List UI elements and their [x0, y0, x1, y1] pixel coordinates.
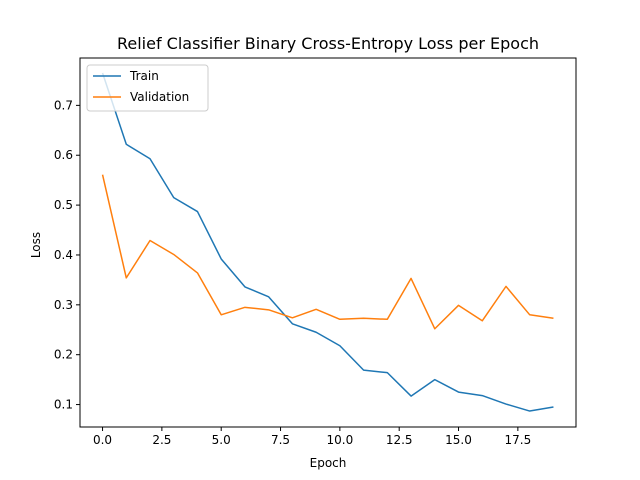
y-axis-label: Loss — [29, 232, 43, 258]
x-tick-label: 2.5 — [152, 433, 171, 447]
y-tick-label: 0.7 — [54, 98, 73, 112]
x-tick-label: 10.0 — [327, 433, 354, 447]
legend: Train Validation — [86, 64, 209, 112]
y-tick-label: 0.6 — [54, 148, 73, 162]
x-tick-label: 17.5 — [504, 433, 531, 447]
x-axis-label: Epoch — [310, 456, 347, 470]
plot-area: 0.0 2.5 5.0 7.5 10.0 12.5 15.0 17.5 0.1 0.2 0.3 0.4… — [54, 57, 577, 447]
chart-title: Relief Classifier Binary Cross-Entropy L… — [117, 34, 539, 53]
y-tick-label: 0.2 — [54, 348, 73, 362]
y-tick-label: 0.4 — [54, 248, 73, 262]
y-tick-label: 0.1 — [54, 398, 73, 412]
x-tick-label: 7.5 — [271, 433, 290, 447]
series-line-train — [101, 72, 554, 412]
legend-label-validation: Validation — [130, 90, 189, 104]
y-tick-label: 0.3 — [54, 298, 73, 312]
x-tick-label: 5.0 — [212, 433, 231, 447]
x-tick-label: 0.0 — [93, 433, 112, 447]
axes-frame — [79, 57, 577, 428]
series-line-validation — [101, 174, 554, 330]
x-tick-label: 12.5 — [386, 433, 413, 447]
legend-label-train: Train — [129, 69, 159, 83]
x-tick-label: 15.0 — [445, 433, 472, 447]
y-tick-label: 0.5 — [54, 198, 73, 212]
